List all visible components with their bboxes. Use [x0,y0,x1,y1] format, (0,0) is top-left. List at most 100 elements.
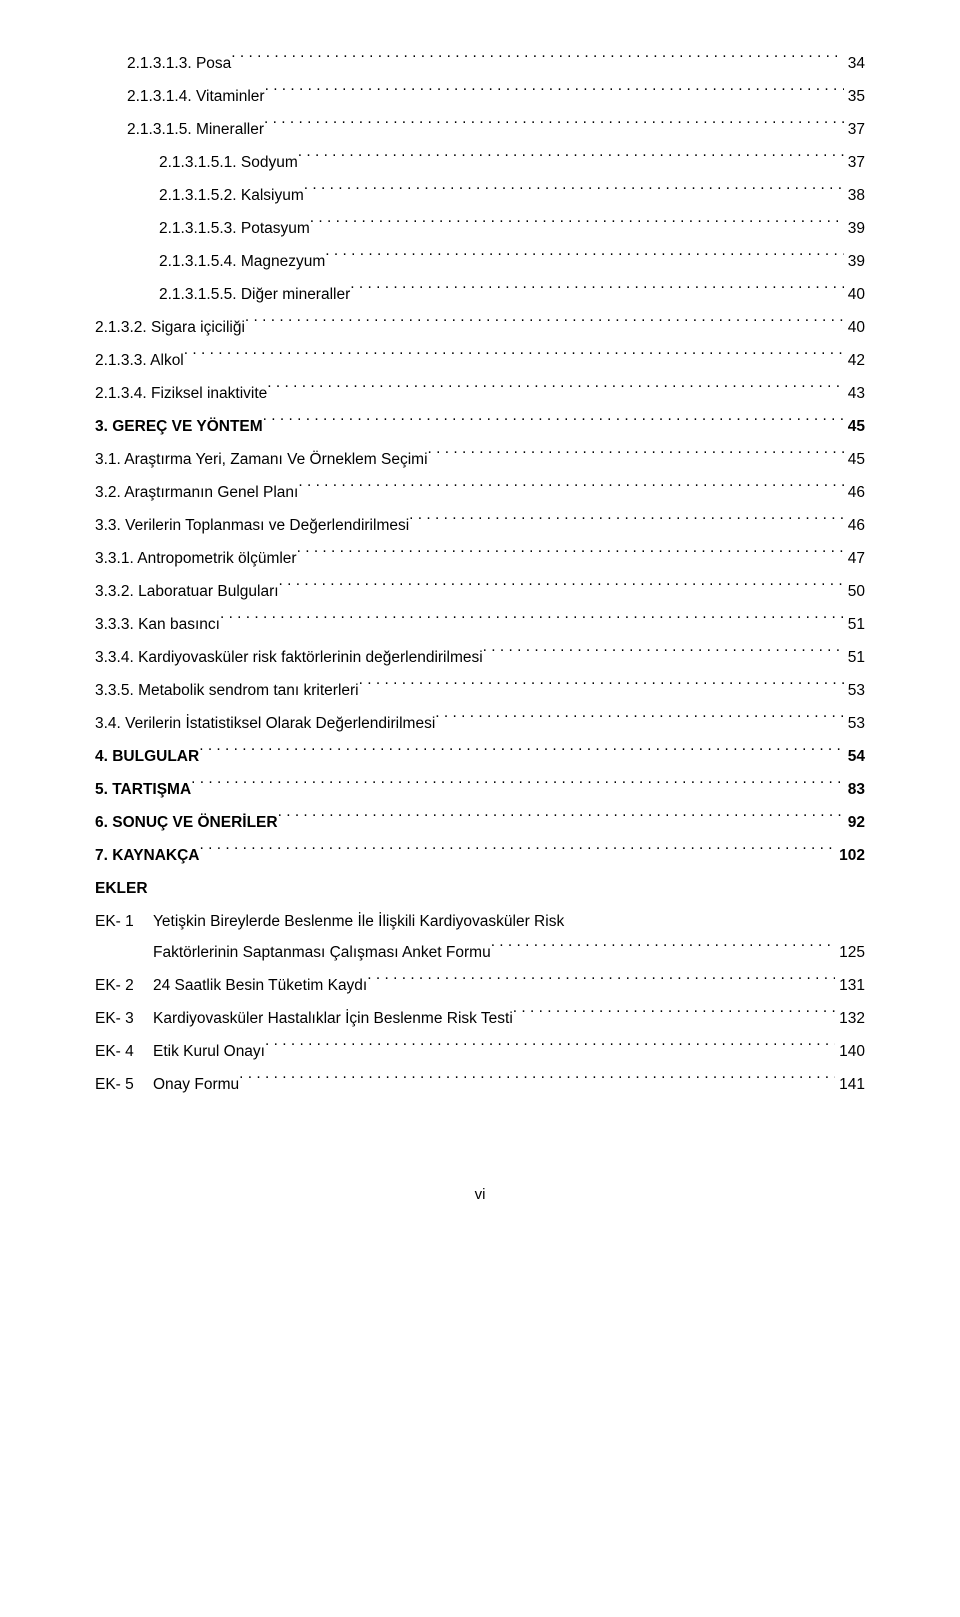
toc-entry: 2.1.3.1.4. Vitaminler 35 [95,81,865,112]
toc-entry: 2.1.3.1.5.3. Potasyum 39 [95,213,865,244]
toc-page: 53 [844,675,865,706]
toc-page: 83 [844,774,865,805]
ek-entry: EK- 224 Saatlik Besin Tüketim Kaydı 131 [95,970,865,1001]
toc-label: 6. SONUÇ VE ÖNERİLER [95,807,278,838]
toc-dot-leader [220,614,844,630]
toc-page: 40 [844,279,865,310]
toc-page: 35 [844,81,865,112]
toc-label: 2.1.3.1.5. Mineraller [127,114,264,145]
ek-entry: EK- 3Kardiyovasküler Hastalıklar İçin Be… [95,1003,865,1034]
toc-entry: 3.1. Araştırma Yeri, Zamanı Ve Örneklem … [95,444,865,475]
toc-dot-leader [428,449,844,465]
toc-entry: 3. GEREÇ VE YÖNTEM 45 [95,411,865,442]
toc-label: 3.4. Verilerin İstatistiksel Olarak Değe… [95,708,435,739]
toc-dot-leader [267,383,843,399]
toc-dot-leader [245,317,844,333]
toc-page: 102 [835,840,865,871]
toc-entry: 2.1.3.1.3. Posa 34 [95,48,865,79]
toc-label: 2.1.3.1.5.3. Potasyum [159,213,310,244]
toc-label: 3.3.4. Kardiyovasküler risk faktörlerini… [95,642,483,673]
toc-dot-leader [513,1008,835,1024]
toc-label: 2.1.3.1.5.4. Magnezyum [159,246,325,277]
toc-entry: 7. KAYNAKÇA 102 [95,840,865,871]
toc-page: 42 [844,345,865,376]
toc-dot-leader [325,251,843,267]
toc-page: 51 [844,609,865,640]
toc-label: 3.3.2. Laboratuar Bulguları [95,576,279,607]
ek-entry: EK- 1Yetişkin Bireylerde Beslenme İle İl… [95,906,865,968]
toc-label: 3. GEREÇ VE YÖNTEM [95,411,263,442]
ek-prefix: EK- 2 [95,970,153,1001]
toc-dot-leader [199,746,844,762]
toc-entry: 3.3.1. Antropometrik ölçümler 47 [95,543,865,574]
toc-label: 5. TARTIŞMA [95,774,191,805]
toc-label: 2.1.3.1.5.5. Diğer mineraller [159,279,350,310]
toc-dot-leader [367,975,835,991]
ekler-list: EK- 1Yetişkin Bireylerde Beslenme İle İl… [95,906,865,1100]
toc-dot-leader [483,647,844,663]
toc-page: 92 [844,807,865,838]
toc-dot-leader [184,350,844,366]
toc-label: 2.1.3.4. Fiziksel inaktivite [95,378,267,409]
toc-dot-leader [298,482,843,498]
toc-page: 37 [844,114,865,145]
toc-page: 50 [844,576,865,607]
ek-text-line1: Kardiyovasküler Hastalıklar İçin Beslenm… [153,1003,513,1034]
ek-prefix: EK- 4 [95,1036,153,1067]
ek-text-line1: Yetişkin Bireylerde Beslenme İle İlişkil… [153,906,564,937]
ek-text-line2: Faktörlerinin Saptanması Çalışması Anket… [153,937,491,968]
toc-dot-leader [491,942,835,958]
toc-page: 47 [844,543,865,574]
toc-entry: 6. SONUÇ VE ÖNERİLER 92 [95,807,865,838]
toc-label: 4. BULGULAR [95,741,199,772]
toc-page: 51 [844,642,865,673]
toc-label: 2.1.3.1.4. Vitaminler [127,81,265,112]
toc-entry: 2.1.3.4. Fiziksel inaktivite 43 [95,378,865,409]
toc-label: 2.1.3.1.5.2. Kalsiyum [159,180,304,211]
toc-page: 37 [844,147,865,178]
toc-page: 40 [844,312,865,343]
toc-page: 54 [844,741,865,772]
toc-label: 3.3. Verilerin Toplanması ve Değerlendir… [95,510,409,541]
toc-page: 43 [844,378,865,409]
toc-page: 45 [844,411,865,442]
toc-dot-leader [297,548,844,564]
toc-dot-leader [359,680,844,696]
ek-text-line1: Onay Formu [153,1069,239,1100]
ekler-header: EKLER [95,873,865,904]
toc-entry: 3.3.4. Kardiyovasküler risk faktörlerini… [95,642,865,673]
toc-dot-leader [191,779,844,795]
toc-dot-leader [350,284,843,300]
toc-dot-leader [304,185,844,201]
toc-label: 2.1.3.1.3. Posa [127,48,231,79]
toc-page: 46 [844,477,865,508]
toc-entry: 3.3. Verilerin Toplanması ve Değerlendir… [95,510,865,541]
toc-entry: 3.3.3. Kan basıncı 51 [95,609,865,640]
ek-page: 125 [835,937,865,968]
toc-label: 3.3.3. Kan basıncı [95,609,220,640]
ek-page: 131 [835,970,865,1001]
toc-dot-leader [265,86,844,102]
toc-entry: 2.1.3.3. Alkol 42 [95,345,865,376]
ek-page: 141 [835,1069,865,1100]
toc-page: 39 [844,213,865,244]
toc-entry: 3.2. Araştırmanın Genel Planı 46 [95,477,865,508]
toc-dot-leader [265,1041,835,1057]
toc-page: 53 [844,708,865,739]
toc-entry: 2.1.3.1.5.5. Diğer mineraller 40 [95,279,865,310]
toc-dot-leader [239,1074,835,1090]
toc-dot-leader [435,713,843,729]
toc-label: 3.3.5. Metabolik sendrom tanı kriterleri [95,675,359,706]
ek-text-line1: 24 Saatlik Besin Tüketim Kaydı [153,970,367,1001]
toc-label: 3.3.1. Antropometrik ölçümler [95,543,297,574]
ek-page: 140 [835,1036,865,1067]
ek-page: 132 [835,1003,865,1034]
toc-dot-leader [278,812,844,828]
ek-prefix: EK- 1 [95,906,153,937]
page-number: vi [95,1180,865,1210]
toc-label: 7. KAYNAKÇA [95,840,200,871]
ek-prefix: EK- 5 [95,1069,153,1100]
toc-page: 45 [844,444,865,475]
toc-dot-leader [279,581,844,597]
toc-entry: 2.1.3.2. Sigara içiciliği 40 [95,312,865,343]
